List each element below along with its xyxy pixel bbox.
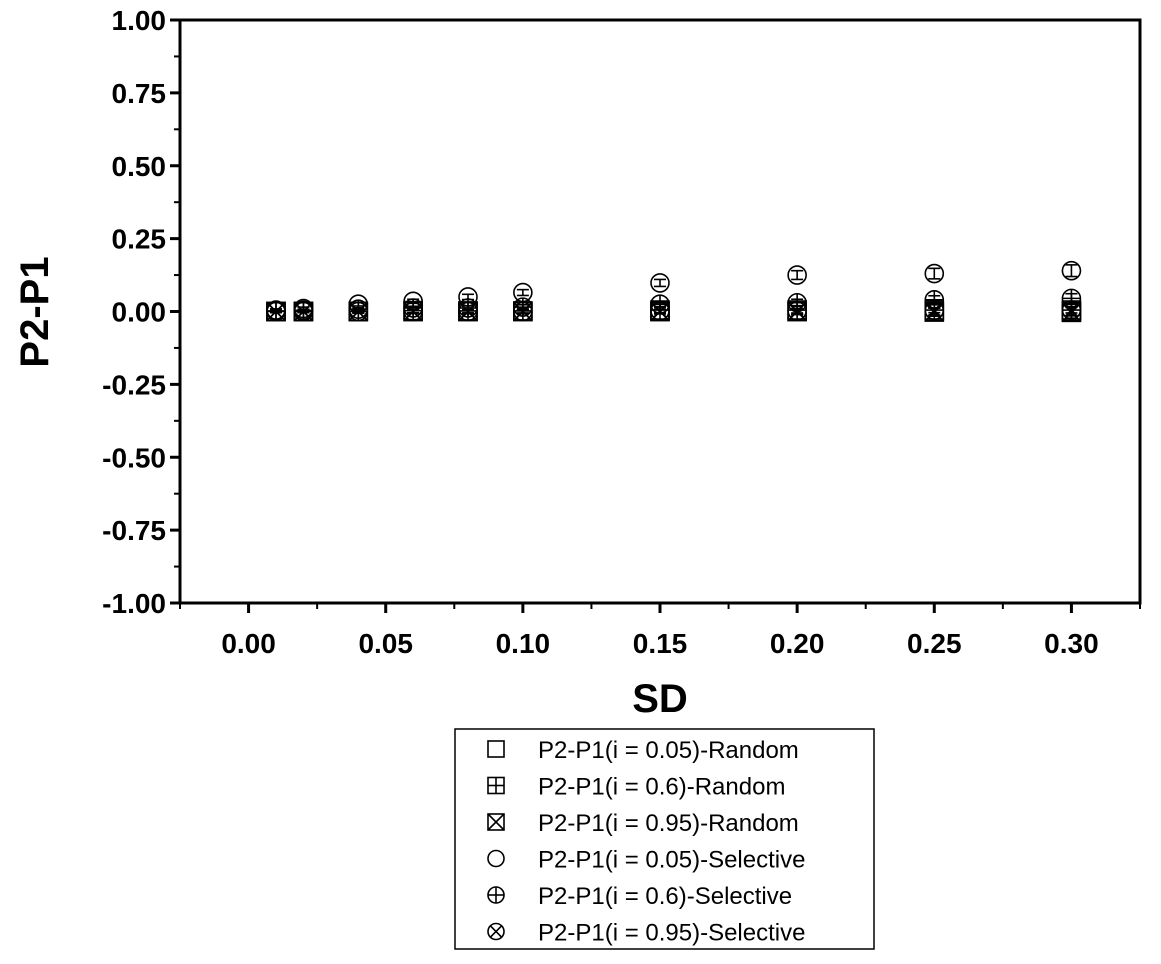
x-tick-label: 0.25	[907, 628, 962, 659]
series-1	[266, 301, 1082, 322]
y-tick-label: 0.25	[112, 224, 167, 255]
legend-marker	[487, 776, 505, 795]
legend: P2-P1(i = 0.05)-Random P2-P1(i = 0.6)-Ran…	[454, 728, 875, 950]
y-tick-label: -1.00	[102, 588, 166, 619]
x-tick-label: 0.20	[770, 628, 825, 659]
legend-marker	[487, 922, 505, 941]
data-point	[513, 301, 533, 322]
legend-marker	[487, 849, 505, 868]
data-point	[650, 273, 670, 293]
data-point	[787, 301, 807, 321]
y-tick-label: 0.00	[112, 297, 167, 328]
x-tick-label: 0.30	[1044, 628, 1099, 659]
legend-label: P2-P1(i = 0.05)-Selective	[538, 847, 805, 874]
data-point	[650, 301, 670, 321]
data-point	[924, 300, 945, 321]
series-4	[266, 260, 1082, 320]
legend-marker	[487, 813, 505, 831]
y-axis-title: P2-P1	[13, 256, 57, 367]
legend-label: P2-P1(i = 0.6)-Random	[538, 774, 785, 801]
legend-box	[454, 728, 875, 950]
data-point	[1061, 300, 1082, 320]
data-point	[1061, 260, 1082, 281]
data-point	[787, 265, 807, 285]
data-marks	[266, 260, 1082, 323]
data-point	[403, 301, 423, 322]
legend-item: P2-P1(i = 0.05)-Selective	[487, 847, 805, 874]
x-tick-label: 0.05	[358, 628, 413, 659]
x-tick-label: 0.10	[496, 628, 551, 659]
legend-label: P2-P1(i = 0.05)-Random	[538, 737, 799, 764]
x-tick-label: 0.00	[221, 628, 276, 659]
data-point	[924, 263, 945, 284]
series-6	[266, 300, 1082, 322]
x-axis-title: SD	[632, 677, 688, 721]
y-tick-label: 1.00	[112, 5, 167, 36]
series-5	[266, 288, 1082, 321]
y-tick-label: -0.25	[102, 369, 166, 400]
legend-item: P2-P1(i = 0.05)-Random	[487, 737, 799, 764]
y-tick-label: -0.75	[102, 515, 166, 546]
legend-label: P2-P1(i = 0.6)-Selective	[538, 883, 792, 910]
legend-item: P2-P1(i = 0.95)-Selective	[487, 920, 805, 947]
legend-label: P2-P1(i = 0.95)-Selective	[538, 920, 805, 947]
legend-marker	[487, 740, 505, 758]
data-point	[293, 301, 314, 322]
y-tick-label: 0.50	[112, 151, 167, 182]
legend-item: P2-P1(i = 0.6)-Selective	[487, 883, 792, 910]
y-tick-label: 0.75	[112, 78, 167, 109]
axis-ticks	[170, 18, 1141, 613]
series-3	[266, 301, 1082, 323]
y-tick-label: -0.50	[102, 442, 166, 473]
data-point	[924, 290, 945, 310]
legend-item: P2-P1(i = 0.95)-Random	[487, 810, 799, 837]
legend-marker	[487, 886, 505, 904]
data-point	[458, 301, 478, 322]
data-point	[266, 301, 286, 322]
data-point	[348, 301, 369, 322]
tick-labels: 0.00 0.05 0.10 0.15 0.20 0.25 0.30 1.00 0.75 0.50…	[102, 5, 1099, 659]
x-tick-label: 0.15	[633, 628, 688, 659]
legend-item: P2-P1(i = 0.6)-Random	[487, 774, 785, 801]
series-2	[266, 300, 1082, 322]
legend-label: P2-P1(i = 0.95)-Random	[538, 810, 799, 837]
